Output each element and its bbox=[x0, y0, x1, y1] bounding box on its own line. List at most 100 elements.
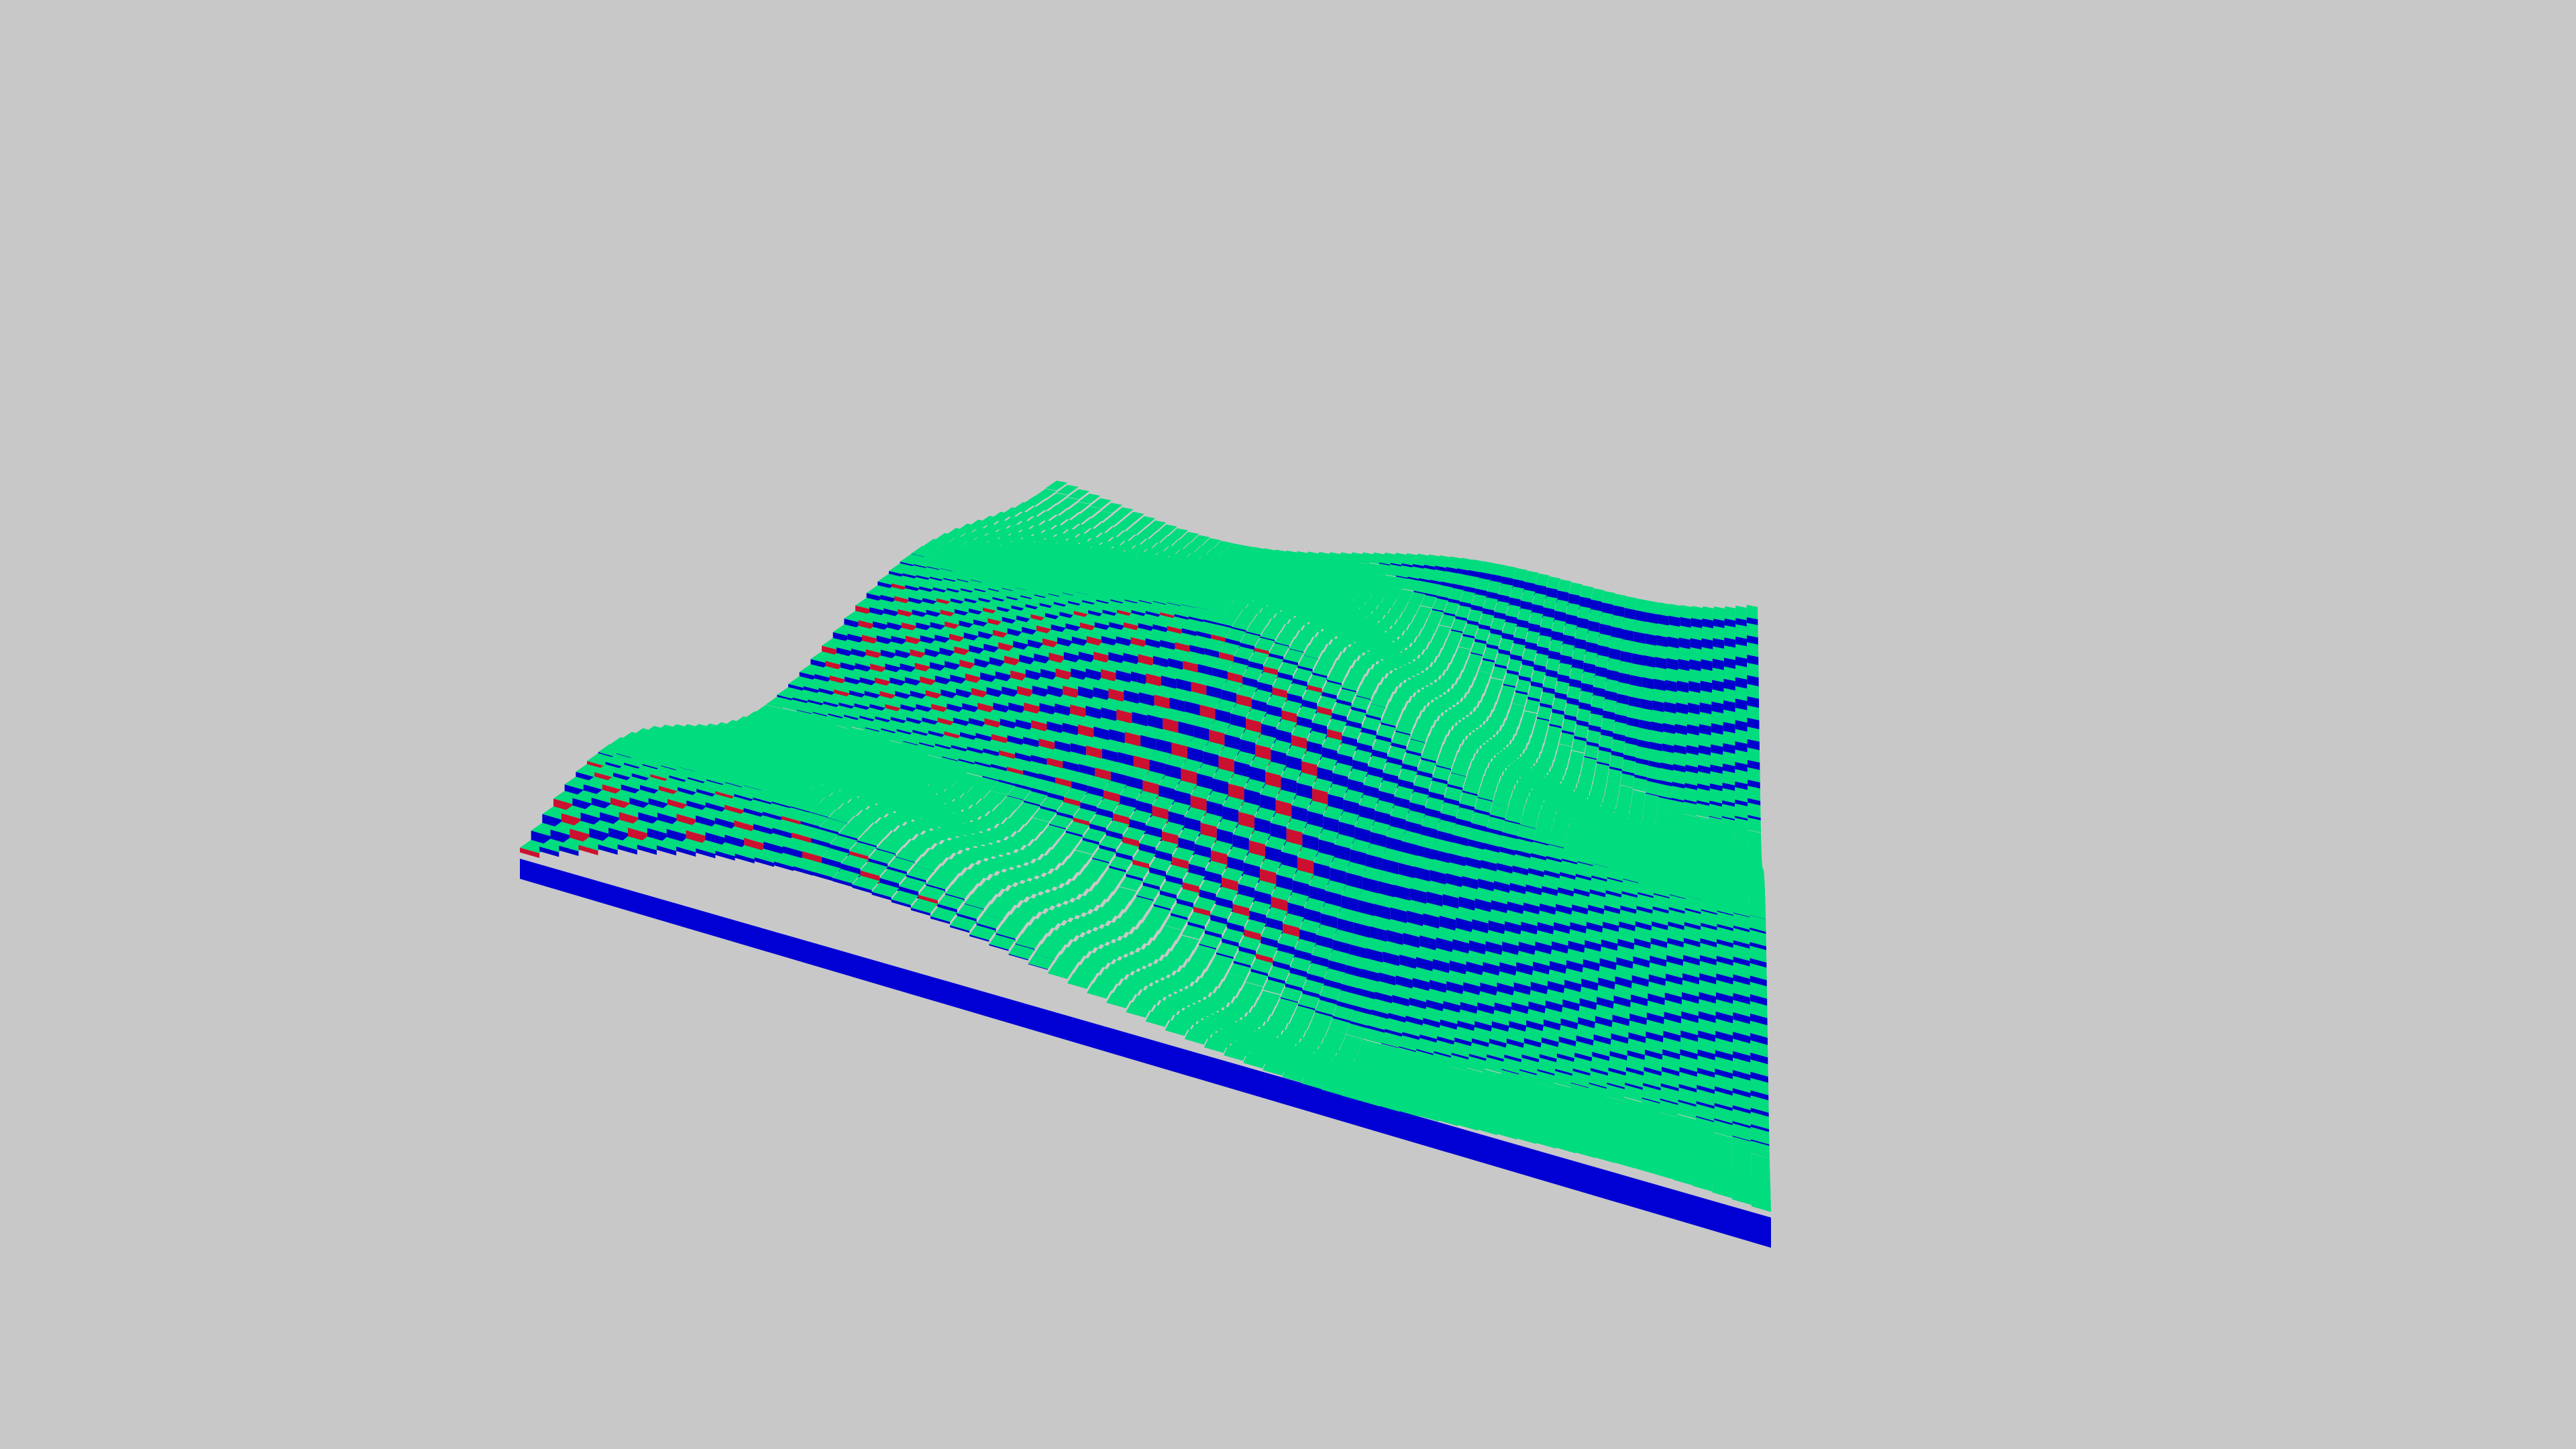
terrain-top-face bbox=[1711, 689, 1724, 704]
terrain-top-face bbox=[1714, 1090, 1733, 1108]
terrain-top-face bbox=[959, 612, 983, 625]
terrain-top-face bbox=[1395, 964, 1417, 980]
terrain-top-face bbox=[1746, 604, 1758, 620]
terrain-top-face bbox=[1298, 655, 1318, 669]
terrain-top-face bbox=[1672, 769, 1686, 785]
terrain-top-face bbox=[1236, 684, 1258, 698]
terrain-top-face bbox=[922, 539, 947, 550]
terrain-top-face bbox=[1457, 1009, 1478, 1026]
terrain-top-face bbox=[1438, 1109, 1461, 1126]
terrain-top-face bbox=[1502, 820, 1521, 837]
terrain-step-face bbox=[812, 711, 828, 717]
terrain-top-face bbox=[1443, 989, 1464, 1006]
terrain-top-face bbox=[891, 576, 916, 587]
terrain-top-face bbox=[1572, 647, 1587, 661]
terrain-top-face bbox=[1425, 736, 1444, 751]
terrain-top-face bbox=[1312, 662, 1332, 676]
terrain-top-face bbox=[1156, 729, 1179, 743]
terrain-top-face bbox=[1245, 971, 1269, 987]
terrain-top-face bbox=[1571, 1071, 1591, 1088]
terrain-top-face bbox=[1197, 763, 1219, 777]
terrain-top-face bbox=[1362, 958, 1383, 973]
terrain-top-face bbox=[1546, 576, 1561, 590]
terrain-top-face bbox=[1230, 703, 1252, 718]
terrain-top-face bbox=[953, 561, 978, 573]
terrain-top-face bbox=[1222, 928, 1244, 943]
terrain-top-face bbox=[1181, 924, 1205, 940]
terrain-top-face bbox=[1578, 690, 1593, 705]
terrain-top-face bbox=[1557, 662, 1572, 677]
terrain-step-face bbox=[1501, 1069, 1520, 1075]
terrain-top-face bbox=[1597, 749, 1611, 765]
terrain-top-face bbox=[1179, 531, 1199, 543]
terrain-top-face bbox=[1320, 902, 1342, 918]
terrain-top-face bbox=[1271, 886, 1293, 901]
terrain-top-face bbox=[1446, 631, 1463, 644]
terrain-top-face bbox=[1684, 896, 1702, 912]
terrain-top-face bbox=[1534, 718, 1550, 733]
terrain-top-face bbox=[930, 907, 957, 922]
terrain-top-face bbox=[1045, 480, 1068, 491]
terrain-top-face bbox=[1525, 873, 1544, 889]
terrain-top-face bbox=[1513, 626, 1529, 640]
terrain-step-face bbox=[773, 861, 794, 871]
terrain-top-face bbox=[1177, 888, 1199, 904]
terrain-top-face bbox=[1698, 1018, 1716, 1036]
terrain-top-face bbox=[1444, 601, 1460, 615]
terrain-top-face bbox=[1491, 563, 1506, 576]
terrain-step-face bbox=[1407, 576, 1419, 582]
terrain-top-face bbox=[1450, 619, 1467, 632]
terrain-top-face bbox=[1232, 616, 1252, 631]
terrain-top-face bbox=[1660, 750, 1674, 765]
terrain-top-face bbox=[1505, 808, 1523, 824]
terrain-top-face bbox=[1451, 761, 1470, 777]
terrain-step-face bbox=[1735, 816, 1748, 821]
terrain-top-face bbox=[1561, 718, 1576, 733]
terrain-top-face bbox=[1386, 826, 1406, 841]
terrain-top-face bbox=[1099, 835, 1123, 849]
terrain-step-face bbox=[1750, 1124, 1770, 1133]
terrain-top-face bbox=[1501, 1057, 1522, 1074]
terrain-top-face bbox=[1677, 1102, 1697, 1119]
terrain-top-face bbox=[1523, 570, 1539, 584]
terrain-top-face bbox=[1286, 818, 1307, 833]
terrain-top-face bbox=[1696, 1104, 1715, 1121]
terrain-top-face bbox=[1722, 788, 1735, 804]
terrain-top-face bbox=[1228, 963, 1251, 978]
terrain-top-face bbox=[1713, 626, 1725, 641]
terrain-top-face bbox=[908, 589, 933, 601]
terrain-top-face bbox=[1733, 944, 1750, 961]
terrain-top-face bbox=[1203, 1036, 1229, 1053]
terrain-top-face bbox=[1697, 771, 1711, 786]
terrain-step-face bbox=[1436, 595, 1448, 602]
terrain-top-face bbox=[939, 639, 964, 651]
terrain-top-face bbox=[1652, 688, 1666, 703]
terrain-top-face bbox=[1468, 828, 1487, 843]
terrain-top-face bbox=[1155, 840, 1179, 855]
terrain-top-face bbox=[900, 655, 925, 667]
terrain-top-face bbox=[1633, 944, 1651, 961]
terrain-step-face bbox=[1432, 608, 1444, 613]
terrain-top-face bbox=[857, 831, 885, 846]
terrain-top-face bbox=[1589, 713, 1603, 727]
terrain-top-face bbox=[1215, 699, 1237, 713]
terrain-top-face bbox=[1568, 582, 1582, 596]
terrain-top-face bbox=[1608, 1055, 1627, 1073]
terrain-top-face bbox=[1678, 1087, 1697, 1105]
terrain-step-face bbox=[1748, 814, 1761, 821]
terrain-top-face bbox=[1625, 724, 1640, 739]
terrain-top-face bbox=[1678, 1071, 1697, 1089]
terrain-top-face bbox=[830, 835, 858, 850]
terrain-top-face bbox=[1513, 568, 1528, 582]
terrain-top-face bbox=[1698, 999, 1716, 1016]
terrain-top-face bbox=[1152, 796, 1175, 810]
terrain-top-face bbox=[1686, 712, 1700, 727]
terrain-top-face bbox=[996, 923, 1022, 939]
terrain-top-face bbox=[1589, 1071, 1609, 1088]
terrain-top-face bbox=[934, 626, 959, 639]
terrain-top-face bbox=[1660, 1086, 1679, 1104]
terrain-top-face bbox=[1566, 686, 1582, 700]
terrain-top-face bbox=[1533, 828, 1551, 845]
terrain-top-face bbox=[1345, 954, 1366, 969]
